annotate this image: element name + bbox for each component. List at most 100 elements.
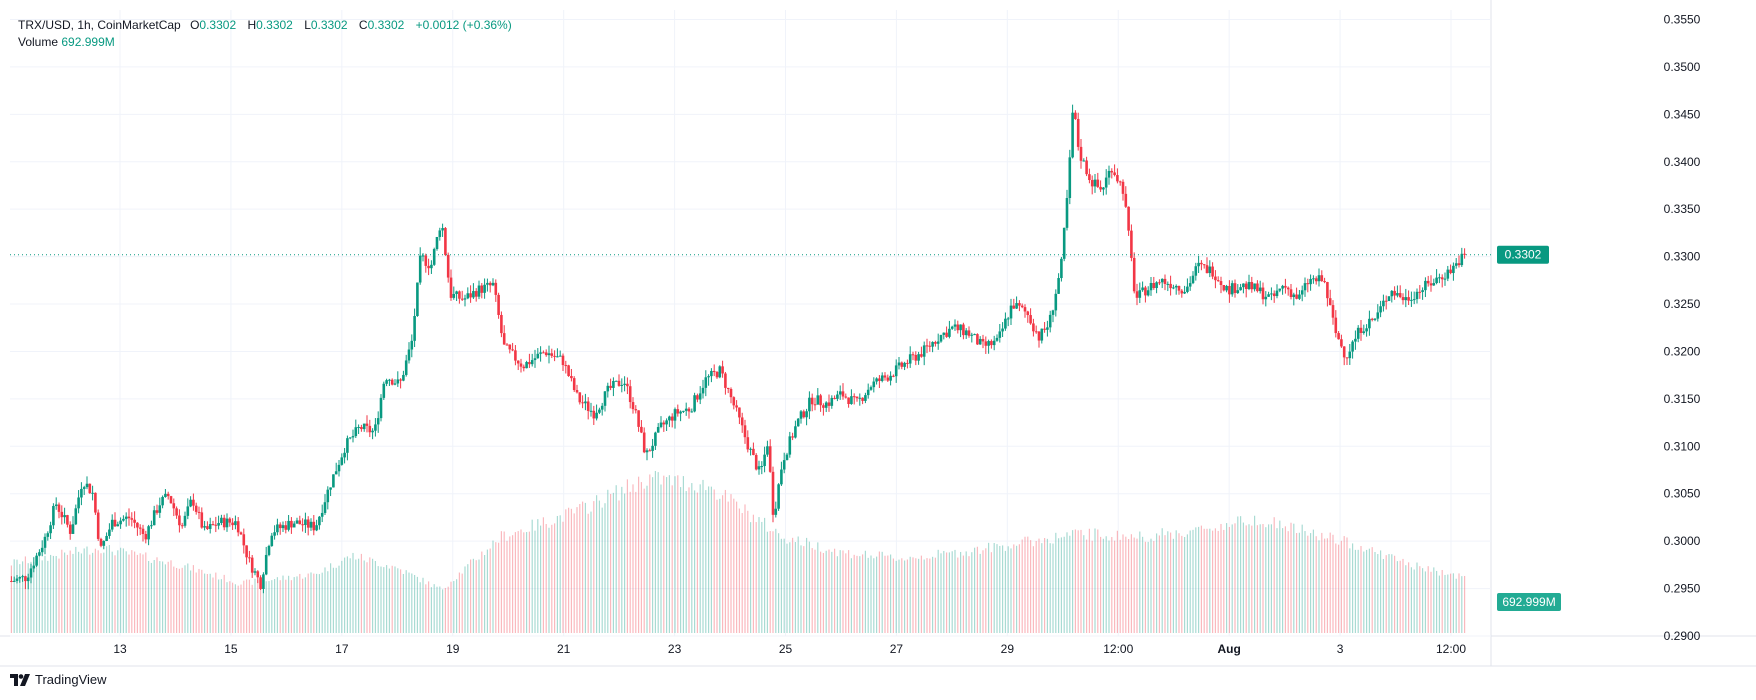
symbol-title[interactable]: TRX/USD, 1h, CoinMarketCap	[18, 18, 181, 32]
candle-body	[1160, 278, 1164, 283]
time-tick-label: 29	[1001, 642, 1015, 656]
volume-bar	[1066, 532, 1068, 633]
candle-body	[357, 426, 360, 428]
candle-body	[827, 402, 831, 406]
volume-bar	[69, 550, 71, 633]
candle-body	[312, 521, 316, 531]
candle-body	[1043, 328, 1046, 330]
volume-bar	[145, 552, 147, 633]
volume-bar	[47, 560, 49, 633]
volume-bar	[212, 577, 214, 633]
candle-body	[732, 397, 736, 406]
volume-bar	[677, 475, 679, 633]
volume-bar	[1055, 532, 1057, 633]
candle-body	[1208, 266, 1212, 274]
time-tick-label: 25	[779, 642, 793, 656]
candle-body	[1356, 327, 1360, 339]
volume-bar	[1388, 554, 1390, 633]
candle-body	[950, 326, 954, 329]
volume-bar	[635, 491, 637, 633]
volume-bar	[470, 559, 472, 633]
volume-bar	[30, 561, 32, 633]
volume-bar	[181, 567, 183, 633]
volume-bar	[1251, 525, 1253, 633]
volume-bar	[764, 517, 766, 633]
candle-body	[1163, 278, 1167, 284]
volume-bar	[302, 578, 304, 633]
volume-bar	[520, 529, 522, 633]
volume-bar	[626, 479, 628, 633]
candle-body	[1054, 293, 1058, 311]
candlesticks	[10, 104, 1466, 594]
candle-body	[844, 396, 848, 398]
volume-bar	[590, 511, 592, 633]
candle-body	[1401, 297, 1405, 301]
price-axis[interactable]: 0.3550 0.3500 0.3450 0.3400 0.3350 0.3300 0.32…	[1664, 12, 1701, 643]
candle-body	[217, 523, 220, 526]
volume-bar	[811, 548, 813, 633]
volume-bar	[943, 550, 945, 633]
volume-bar	[1044, 538, 1046, 633]
volume-bar	[22, 561, 24, 633]
candle-body	[676, 409, 680, 414]
candle-body	[718, 366, 722, 378]
candle-body	[572, 378, 576, 391]
volume-bar	[1030, 540, 1032, 633]
candle-body	[416, 282, 419, 317]
candle-body	[424, 255, 428, 266]
candle-body	[514, 350, 517, 361]
candle-body	[1432, 283, 1436, 286]
candle-body	[561, 355, 565, 366]
candle-body	[220, 517, 223, 524]
candle-body	[1393, 290, 1396, 296]
candle-body	[612, 380, 615, 388]
volume-bar	[307, 573, 309, 633]
candle-body	[1463, 253, 1466, 255]
candle-body	[452, 293, 456, 298]
volume-bar	[1203, 528, 1205, 633]
volume-bar	[285, 579, 287, 633]
volume-bar	[545, 524, 547, 633]
candle-body	[1202, 264, 1206, 266]
candle-body	[298, 520, 302, 525]
volume-bar	[1405, 565, 1407, 633]
candle-body	[455, 291, 458, 294]
volume-bar	[128, 554, 130, 633]
volume-bar	[747, 510, 749, 633]
candle-body	[1345, 357, 1349, 359]
volume-bar	[618, 500, 620, 633]
volume-bar	[898, 559, 900, 633]
volume-bar	[772, 531, 774, 633]
candle-body	[116, 524, 120, 527]
volume-bar	[201, 569, 203, 633]
candle-body	[1158, 282, 1161, 284]
candle-body	[1379, 306, 1382, 313]
volume-bar	[918, 558, 920, 633]
time-tick-label: 15	[224, 642, 238, 656]
candle-body	[1376, 312, 1380, 319]
candle-body	[292, 523, 296, 528]
candle-body	[962, 324, 965, 336]
time-axis[interactable]: 13 15 17 19 21 23 25 27 29 12:00 Aug 3 12:00	[113, 642, 1466, 656]
candle-body	[1452, 265, 1455, 274]
volume-bar	[456, 579, 458, 633]
volume-bar	[730, 494, 732, 633]
volume-bar	[1058, 538, 1060, 633]
volume-bar	[425, 584, 427, 633]
candle-body	[662, 422, 666, 425]
tradingview-brand[interactable]: TradingView	[10, 672, 107, 687]
candle-body	[880, 375, 884, 381]
volume-bar	[1046, 538, 1048, 633]
time-tick-label: 21	[557, 642, 571, 656]
candle-body	[438, 230, 442, 237]
volume-bar	[920, 555, 922, 633]
candle-body	[407, 349, 411, 361]
last-volume-badge: 692.999M	[1497, 593, 1561, 611]
volume-bar	[1170, 532, 1172, 633]
volume-bar	[534, 530, 536, 633]
volume-bar	[299, 573, 301, 633]
candle-body	[113, 519, 117, 527]
volume-bar	[1069, 535, 1071, 633]
candle-body	[1096, 179, 1100, 187]
